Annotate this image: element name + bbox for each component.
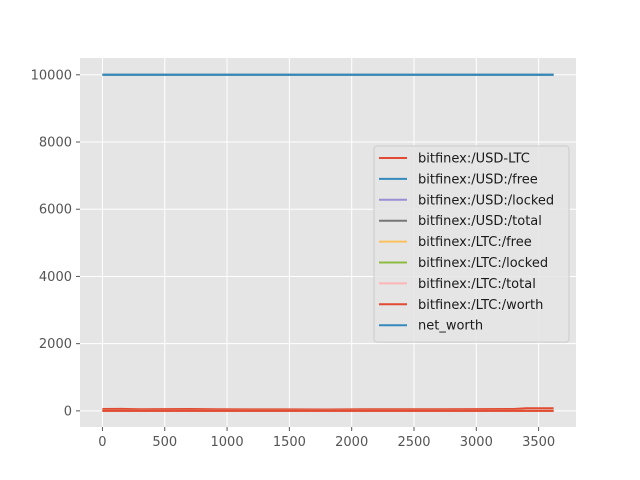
- legend-box: [373, 145, 570, 343]
- x-axis-ticks: 0 500 1000 1500 2000 2500 3000 3500: [98, 427, 555, 450]
- series-line-0: [102, 407, 554, 411]
- legend-label: bitfinex:/LTC:/total: [418, 277, 536, 292]
- x-tick-label: 1000: [211, 435, 244, 450]
- y-tick-label: 10000: [31, 68, 72, 83]
- x-tick-label: 0: [98, 435, 106, 450]
- legend-label: bitfinex:/LTC:/free: [418, 235, 532, 250]
- legend-label: bitfinex:/USD:/locked: [418, 193, 554, 208]
- legend-label: bitfinex:/USD:/total: [418, 214, 542, 229]
- x-tick-label: 2000: [335, 435, 368, 450]
- x-tick-label: 3000: [460, 435, 493, 450]
- legend-label: net_worth: [418, 319, 483, 334]
- legend: bitfinex:/USD-LTC bitfinex:/USD:/free bitf…: [373, 145, 570, 343]
- y-tick-label: 8000: [39, 136, 72, 151]
- y-tick-label: 6000: [39, 203, 72, 218]
- legend-label: bitfinex:/USD:/free: [418, 172, 538, 187]
- x-tick-label: 2500: [397, 435, 430, 450]
- series-layer: [102, 73, 554, 412]
- y-tick-label: 2000: [39, 337, 72, 352]
- x-tick-label: 500: [152, 435, 177, 450]
- y-tick-label: 0: [64, 404, 72, 419]
- x-tick-label: 1500: [273, 435, 306, 450]
- x-tick-label: 3500: [522, 435, 555, 450]
- legend-label: bitfinex:/USD-LTC: [418, 152, 530, 167]
- legend-label: bitfinex:/LTC:/worth: [418, 298, 543, 313]
- y-tick-label: 4000: [39, 270, 72, 285]
- y-axis-ticks: 0 2000 4000 6000 8000 10000: [31, 68, 80, 419]
- legend-label: bitfinex:/LTC:/locked: [418, 256, 548, 271]
